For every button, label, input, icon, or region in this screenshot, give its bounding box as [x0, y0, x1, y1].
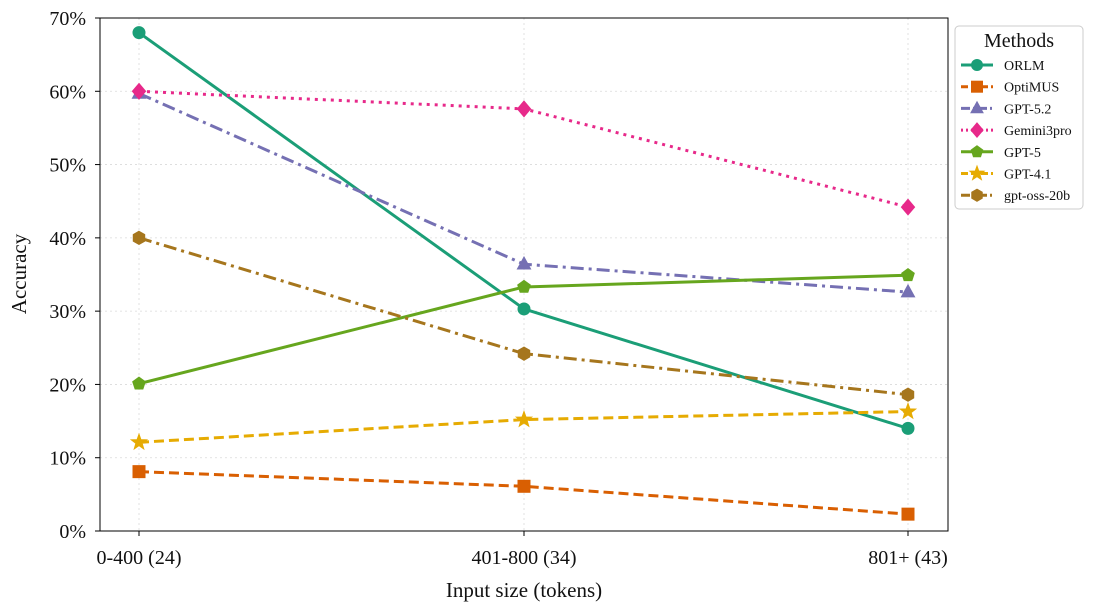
legend-label: ORLM	[1004, 59, 1045, 74]
y-tick-label: 40%	[49, 228, 86, 250]
data-point-marker	[132, 465, 146, 479]
legend-item: Gemini3pro	[961, 122, 1072, 139]
y-axis-ticks: 0% 10% 20% 30% 40% 50% 60% 70%	[49, 8, 100, 543]
y-tick-label: 50%	[49, 155, 86, 177]
data-point-marker	[517, 302, 531, 316]
legend-marker-swatch	[971, 188, 983, 202]
legend-item: ORLM	[961, 59, 1045, 74]
series-gpt-oss-20b	[132, 230, 915, 402]
legend-marker-swatch	[971, 59, 983, 71]
data-point-marker	[901, 268, 915, 282]
data-point-marker	[901, 421, 915, 435]
legend-marker-swatch	[968, 164, 986, 181]
y-tick-label: 60%	[49, 81, 86, 103]
legend-marker-swatch	[970, 100, 984, 114]
series-orlm	[132, 26, 915, 435]
data-point-marker	[132, 230, 146, 246]
series-gpt-5-2	[131, 85, 916, 298]
data-point-marker	[517, 346, 531, 361]
x-axis-ticks: 0-400 (24) 401-800 (34) 801+ (43)	[97, 531, 948, 569]
y-tick-label: 0%	[59, 521, 86, 543]
data-point-marker	[132, 376, 146, 390]
data-point-marker	[516, 100, 532, 118]
series-line	[138, 31, 909, 430]
legend-item: GPT-5	[961, 145, 1041, 161]
y-axis-title: Accuracy	[7, 233, 31, 314]
legend-label: gpt-oss-20b	[1004, 189, 1070, 204]
legend-label: OptiMUS	[1004, 81, 1059, 96]
x-tick-label: 0-400 (24)	[97, 547, 182, 569]
legend-marker-swatch	[970, 122, 984, 139]
series-line	[138, 410, 909, 444]
legend-item: GPT-5.2	[961, 100, 1051, 117]
data-point-marker	[517, 479, 531, 493]
legend-items: ORLM OptiMUS GPT-5.2 Gemini3pro GPT-5 GPT-4.1…	[961, 59, 1072, 204]
series-gpt-5	[132, 268, 915, 390]
y-tick-label: 70%	[49, 8, 86, 30]
legend-title: Methods	[984, 30, 1054, 52]
x-tick-label: 401-800 (34)	[472, 547, 577, 569]
legend-item: OptiMUS	[961, 80, 1059, 96]
series-gemini3pro	[131, 82, 916, 216]
data-point-marker	[901, 387, 915, 402]
data-point-marker	[129, 432, 149, 451]
series-line	[138, 470, 909, 516]
data-point-marker	[898, 401, 918, 420]
legend-marker-swatch	[971, 80, 983, 93]
legend-item: gpt-oss-20b	[961, 188, 1070, 204]
legend-label: GPT-5.2	[1004, 102, 1051, 117]
data-point-marker	[131, 82, 147, 100]
data-point-marker	[900, 198, 916, 216]
y-tick-label: 30%	[49, 301, 86, 323]
y-tick-label: 10%	[49, 448, 86, 470]
legend-marker-swatch	[970, 145, 984, 158]
legend-label: GPT-4.1	[1004, 168, 1051, 183]
series-optimus	[132, 465, 915, 521]
data-point-marker	[517, 279, 531, 293]
data-point-marker	[516, 256, 532, 270]
legend-box	[954, 25, 1084, 210]
legend: Methods ORLM OptiMUS GPT-5.2 Gemini3pro GPT-…	[954, 25, 1084, 210]
series-group	[129, 26, 918, 521]
legend-item: GPT-4.1	[961, 164, 1051, 183]
data-point-marker	[514, 410, 534, 428]
legend-label: GPT-5	[1004, 146, 1041, 161]
x-tick-label: 801+ (43)	[868, 547, 948, 569]
data-point-marker	[901, 507, 915, 521]
y-tick-label: 20%	[49, 374, 86, 396]
series-gpt-4-1	[129, 401, 918, 451]
x-axis-title: Input size (tokens)	[446, 578, 602, 602]
data-point-marker	[900, 283, 916, 298]
data-point-marker	[132, 26, 146, 40]
legend-label: Gemini3pro	[1004, 124, 1072, 139]
